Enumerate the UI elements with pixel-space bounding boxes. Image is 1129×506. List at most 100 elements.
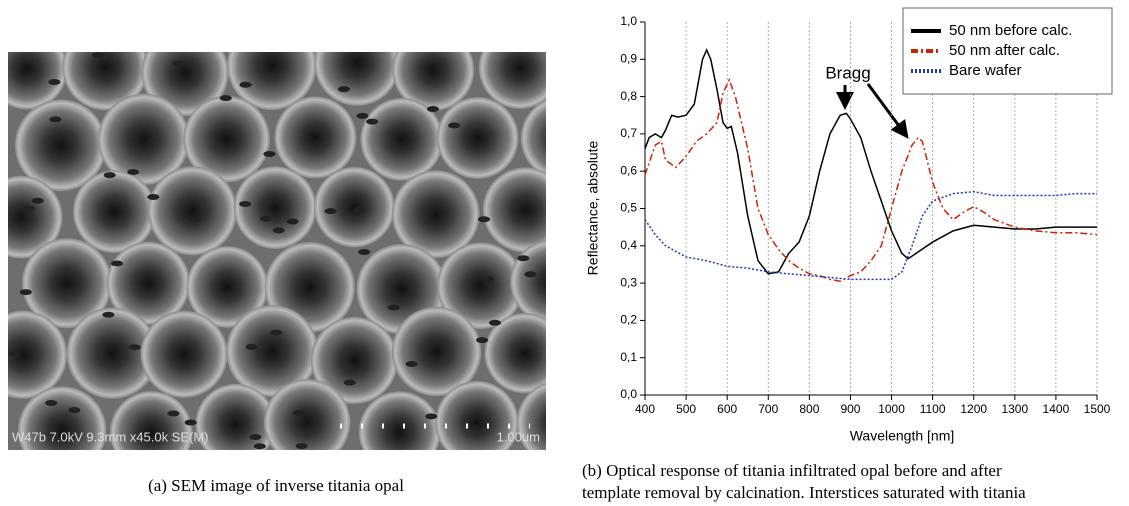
- sem-pore: [8, 175, 63, 259]
- sem-hole: [405, 361, 418, 368]
- sem-pore: [233, 166, 317, 249]
- sem-hole: [270, 329, 283, 336]
- sem-pore: [140, 310, 228, 398]
- legend-label: Bare wafer: [949, 62, 1022, 79]
- x-axis-label: Wavelength [nm]: [850, 428, 955, 444]
- sem-hole: [92, 52, 105, 59]
- sem-hole: [245, 343, 258, 350]
- y-tick-label: 0,7: [620, 126, 637, 140]
- sem-pore: [274, 96, 357, 179]
- sem-pore: [21, 238, 112, 329]
- line-series: [644, 77, 1098, 283]
- sem-hole: [366, 118, 379, 125]
- sem-pore: [520, 99, 546, 177]
- x-tick-label: 1300: [1001, 402, 1028, 416]
- caption-a: (a) SEM image of inverse titania opal: [148, 476, 404, 495]
- x-tick-label: 1200: [960, 402, 987, 416]
- sem-info: W47b 7.0kV 9.3mm x45.0k SE(M): [12, 429, 209, 444]
- y-tick-label: 0,9: [620, 51, 637, 65]
- sem-hole: [239, 200, 252, 207]
- y-tick-label: 0,6: [620, 163, 637, 177]
- legend-label: 50 nm before calc.: [949, 22, 1072, 39]
- sem-hole: [68, 407, 81, 414]
- sem-hole: [324, 208, 337, 215]
- sem-pore: [17, 386, 107, 450]
- line-series: [644, 48, 1097, 275]
- sem-hole: [477, 216, 490, 223]
- sem-hole: [337, 86, 350, 93]
- sem-hole: [167, 410, 180, 417]
- sem-hole: [352, 206, 365, 213]
- sem-hole: [259, 215, 272, 222]
- sem-pore: [147, 166, 237, 256]
- x-tick-label: 600: [717, 402, 737, 416]
- legend-label: 50 nm after calc.: [949, 42, 1060, 59]
- y-tick-label: 0,3: [620, 275, 637, 289]
- sem-pore: [436, 97, 519, 179]
- line-series: [644, 190, 1097, 281]
- sem-pore: [226, 305, 319, 398]
- sem-hole: [128, 344, 141, 351]
- sem-image: [8, 52, 546, 450]
- sem-pore: [510, 240, 546, 324]
- sem-hole: [111, 260, 124, 267]
- sem-hole: [343, 379, 356, 386]
- sem-hole: [19, 289, 32, 296]
- sem-hole: [356, 112, 369, 119]
- y-tick-label: 0,2: [620, 313, 637, 327]
- sem-pore: [314, 52, 401, 106]
- sem-pore: [263, 379, 351, 450]
- sem-hole: [488, 319, 501, 326]
- y-tick-label: 0,0: [620, 387, 637, 401]
- sem-pore: [14, 99, 107, 192]
- sem-pore: [482, 167, 546, 253]
- sem-pore: [227, 52, 317, 111]
- sem-hole: [45, 400, 58, 407]
- sem-hole: [8, 350, 21, 357]
- sem-hole: [476, 337, 489, 344]
- y-tick-label: 0,5: [620, 201, 637, 215]
- x-tick-label: 400: [635, 402, 655, 416]
- sem-pore: [97, 93, 190, 186]
- sem-hole: [184, 419, 197, 426]
- sem-hole: [448, 122, 461, 129]
- sem-hole: [358, 249, 371, 256]
- sem-hole: [219, 95, 232, 102]
- sem-hole: [292, 409, 305, 416]
- sem-pore: [516, 382, 546, 450]
- sem-pore: [435, 380, 519, 450]
- sem-pore: [314, 166, 395, 248]
- arrow: [866, 83, 909, 139]
- sem-scale: 1.00um: [497, 429, 540, 444]
- sem-pore: [360, 97, 444, 181]
- sem-pore: [391, 170, 480, 259]
- y-tick-label: 0,1: [620, 350, 637, 364]
- sem-pore: [392, 52, 475, 111]
- y-tick-label: 0,8: [620, 89, 637, 103]
- sem-hole: [48, 79, 61, 86]
- sem-hole: [425, 413, 438, 420]
- sem-hole: [102, 311, 115, 318]
- x-tick-label: 700: [758, 402, 778, 416]
- sem-hole: [249, 433, 262, 440]
- sem-pore: [66, 307, 159, 399]
- sem-pore: [8, 52, 68, 110]
- sem-pore: [391, 306, 482, 397]
- sem-hole: [426, 105, 439, 112]
- sem-hole: [188, 216, 201, 223]
- annotation: Bragg: [825, 63, 870, 82]
- sem-hole: [103, 172, 116, 179]
- sem-hole: [272, 227, 285, 234]
- sem-hole: [127, 168, 140, 175]
- sem-hole: [172, 60, 185, 67]
- sem-pore: [183, 95, 270, 183]
- sem-pore: [195, 383, 276, 450]
- x-tick-label: 900: [840, 402, 860, 416]
- sem-hole: [482, 276, 495, 283]
- sem-hole: [31, 197, 44, 204]
- x-tick-label: 1000: [878, 402, 905, 416]
- sem-hole: [517, 255, 530, 262]
- sem-hole: [239, 81, 252, 88]
- sem-hole: [295, 443, 308, 450]
- sem-pore: [186, 246, 269, 328]
